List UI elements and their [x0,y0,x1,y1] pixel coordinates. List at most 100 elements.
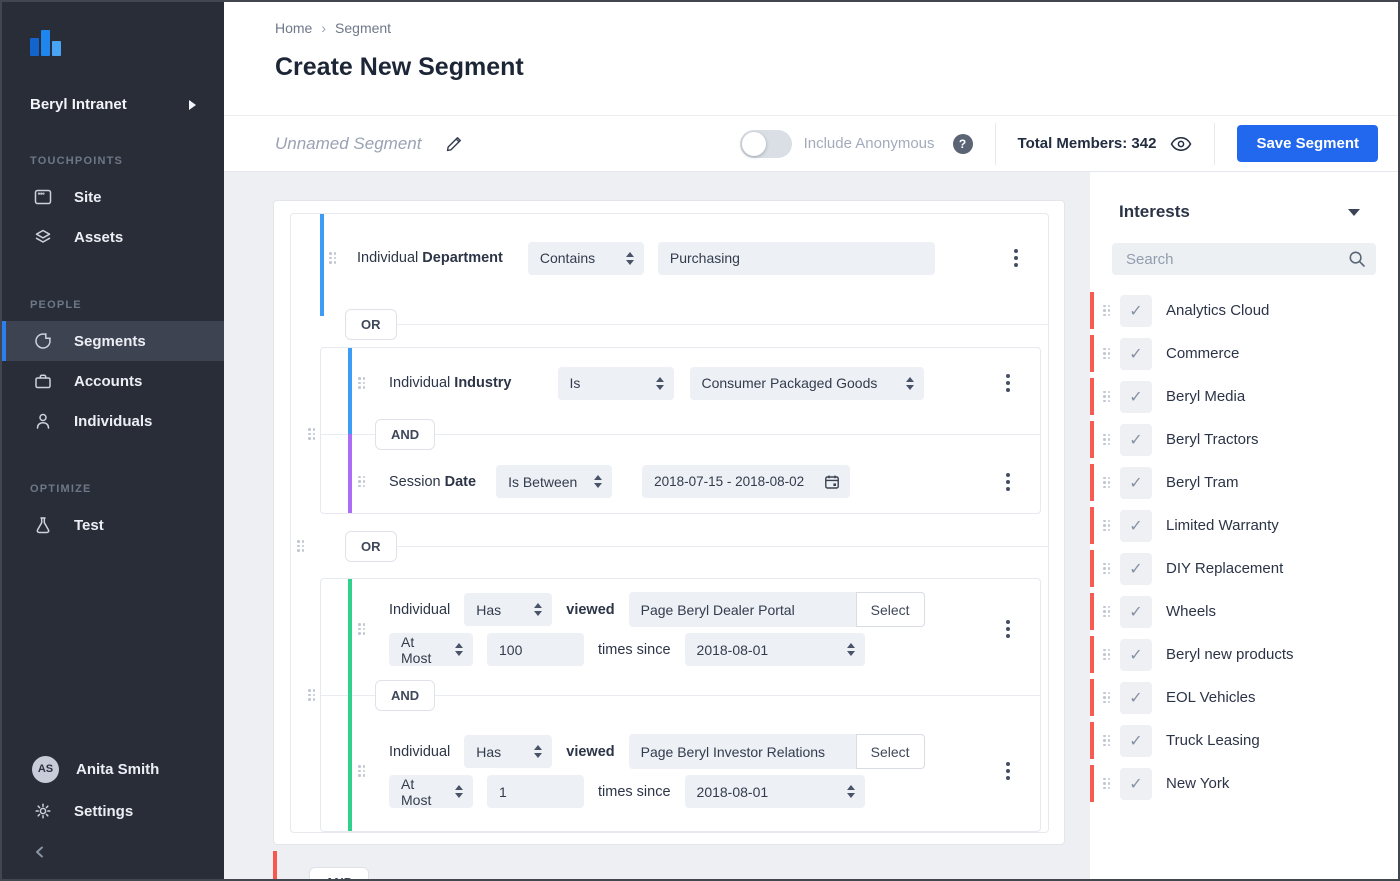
select-arrows-icon [905,376,914,390]
sidebar-item-settings[interactable]: Settings [2,791,224,831]
or-pill[interactable]: OR [345,530,397,562]
select-arrows-icon [534,603,543,616]
drag-handle[interactable] [1103,648,1112,661]
operator-select[interactable]: Is [557,366,674,400]
interests-search [1112,243,1376,275]
drag-handle[interactable] [358,377,367,389]
save-segment-button[interactable]: Save Segment [1237,125,1378,162]
next-group-connector: AND [273,851,1064,879]
drag-handle[interactable] [1103,476,1112,489]
segment-name[interactable]: Unnamed Segment [275,133,422,153]
drag-handle[interactable] [358,765,367,777]
breadcrumb-home[interactable]: Home [275,20,313,36]
help-icon[interactable]: ? [952,133,973,154]
workspace-switcher[interactable]: Beryl Intranet [30,96,196,113]
edit-name-icon[interactable] [444,134,464,154]
select-page-button[interactable]: Select [855,734,925,769]
drag-handle[interactable] [1103,691,1112,704]
drag-handle[interactable] [297,540,306,552]
site-icon [32,187,54,207]
date-range-picker[interactable]: 2018-07-15 - 2018-08-02 [642,465,851,498]
interest-checkbox-checked[interactable]: ✓ [1120,638,1152,671]
frequency-count-input[interactable] [487,775,584,808]
rule-accent-bar [273,851,277,879]
interest-checkbox-checked[interactable]: ✓ [1120,423,1152,456]
layers-icon [32,227,54,247]
and-pill[interactable]: AND [309,867,370,879]
action-label: viewed [566,601,615,618]
viewed-target-input[interactable] [628,734,856,769]
rule-subject-label: Individual Industry [389,375,512,391]
operator-select[interactable]: Is Between [496,465,613,498]
since-date-select[interactable]: 2018-08-01 [684,633,865,666]
frequency-count-input[interactable] [487,633,584,666]
interest-checkbox-checked[interactable]: ✓ [1120,681,1152,714]
drag-handle[interactable] [1103,519,1112,532]
viewed-target-input[interactable] [628,592,856,627]
drag-handle[interactable] [1103,734,1112,747]
segment-group-card: Individual Department Contains [273,200,1065,845]
rule-menu-icon[interactable] [1014,249,1018,267]
drag-handle[interactable] [1103,777,1112,790]
verb-select[interactable]: Has [464,593,553,626]
select-page-button[interactable]: Select [855,592,925,627]
interest-item: ✓ Commerce [1090,332,1398,375]
drag-handle[interactable] [1103,562,1112,575]
segment-builder-canvas: Individual Department Contains [224,172,1090,879]
rule-accent-bar [348,579,352,695]
connector-or: OR [291,514,1048,578]
or-pill[interactable]: OR [345,309,397,340]
interest-item: ✓ Beryl Tractors [1090,418,1398,461]
rule-menu-icon[interactable] [1006,620,1010,638]
verb-select[interactable]: Has [464,735,553,768]
interest-checkbox-checked[interactable]: ✓ [1120,509,1152,542]
breadcrumb-segment[interactable]: Segment [335,20,392,36]
interest-item: ✓ Beryl Tram [1090,461,1398,504]
sidebar-item-assets[interactable]: Assets [2,217,224,257]
drag-handle[interactable] [308,689,317,701]
drag-handle[interactable] [358,475,367,488]
sidebar-item-accounts[interactable]: Accounts [2,361,224,401]
interest-checkbox-checked[interactable]: ✓ [1120,294,1152,327]
sidebar-item-profile[interactable]: AS Anita Smith [2,747,224,791]
and-pill[interactable]: AND [375,679,436,711]
pie-chart-icon [32,331,54,351]
drag-handle[interactable] [308,428,317,440]
drag-handle[interactable] [1103,433,1112,446]
search-input[interactable] [1118,250,1348,268]
interest-checkbox-checked[interactable]: ✓ [1120,724,1152,757]
rule-menu-icon[interactable] [1006,374,1010,392]
interest-checkbox-checked[interactable]: ✓ [1120,466,1152,499]
collapse-sidebar-button[interactable] [2,831,224,873]
interest-checkbox-checked[interactable]: ✓ [1120,380,1152,413]
sidebar-item-test[interactable]: Test [2,505,224,545]
and-pill[interactable]: AND [375,418,436,450]
drag-handle[interactable] [1103,605,1112,618]
interest-checkbox-checked[interactable]: ✓ [1120,767,1152,800]
rule-value-input[interactable] [657,241,935,275]
chevron-down-icon[interactable] [1348,208,1360,216]
interest-checkbox-checked[interactable]: ✓ [1120,337,1152,370]
interest-checkbox-checked[interactable]: ✓ [1120,595,1152,628]
drag-handle[interactable] [329,252,338,264]
sidebar-item-site[interactable]: Site [2,177,224,217]
rule-menu-icon[interactable] [1006,762,1010,780]
since-date-select[interactable]: 2018-08-01 [684,775,865,808]
value-select[interactable]: Consumer Packaged Goods [689,366,924,400]
rule-menu-icon[interactable] [1006,472,1010,491]
drag-handle[interactable] [358,623,367,635]
preview-members-eye-icon[interactable] [1170,136,1192,152]
search-icon[interactable] [1348,250,1366,268]
frequency-operator-select[interactable]: At Most [389,633,473,666]
sidebar-item-segments[interactable]: Segments [2,321,224,361]
interest-checkbox-checked[interactable]: ✓ [1120,552,1152,585]
chevron-right-icon [189,99,196,110]
frequency-operator-select[interactable]: At Most [389,775,473,808]
drag-handle[interactable] [1103,347,1112,360]
interest-item: ✓ Truck Leasing [1090,719,1398,762]
operator-select[interactable]: Contains [527,241,644,275]
drag-handle[interactable] [1103,390,1112,403]
sidebar-item-individuals[interactable]: Individuals [2,401,224,441]
drag-handle[interactable] [1103,304,1112,317]
include-anonymous-toggle[interactable] [739,129,792,158]
